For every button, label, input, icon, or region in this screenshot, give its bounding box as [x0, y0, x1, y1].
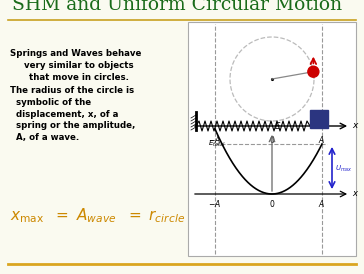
Text: The radius of the circle is
  symbolic of the
  displacement, x, of a
  spring o: The radius of the circle is symbolic of …	[10, 86, 135, 142]
Bar	[310, 110, 328, 128]
Text: $A$: $A$	[318, 198, 325, 209]
Text: $-A$: $-A$	[209, 198, 222, 209]
Text: $A$: $A$	[318, 134, 325, 145]
Circle shape	[308, 66, 319, 77]
Text: $E$: $E$	[274, 120, 281, 131]
Text: $x_{\mathrm{max}}$  $=$ $A_{\mathit{wave}}$  $=$ $r_{\mathit{circle}}$: $x_{\mathrm{max}}$ $=$ $A_{\mathit{wave}…	[10, 206, 185, 225]
Text: SHM and Uniform Circular Motion: SHM and Uniform Circular Motion	[12, 0, 342, 14]
Text: $0$: $0$	[269, 134, 275, 145]
Bar	[188, 22, 356, 256]
Text: $U_{max}$: $U_{max}$	[335, 164, 353, 174]
Text: $0$: $0$	[269, 198, 275, 209]
Text: Springs and Waves behave
  very similar to objects
  that move in circles.: Springs and Waves behave very similar to…	[10, 49, 141, 82]
Text: $-A$: $-A$	[209, 134, 222, 145]
Text: $x$: $x$	[352, 121, 360, 130]
Text: $E_{total}$: $E_{total}$	[208, 139, 226, 149]
Text: $x$: $x$	[352, 190, 359, 198]
